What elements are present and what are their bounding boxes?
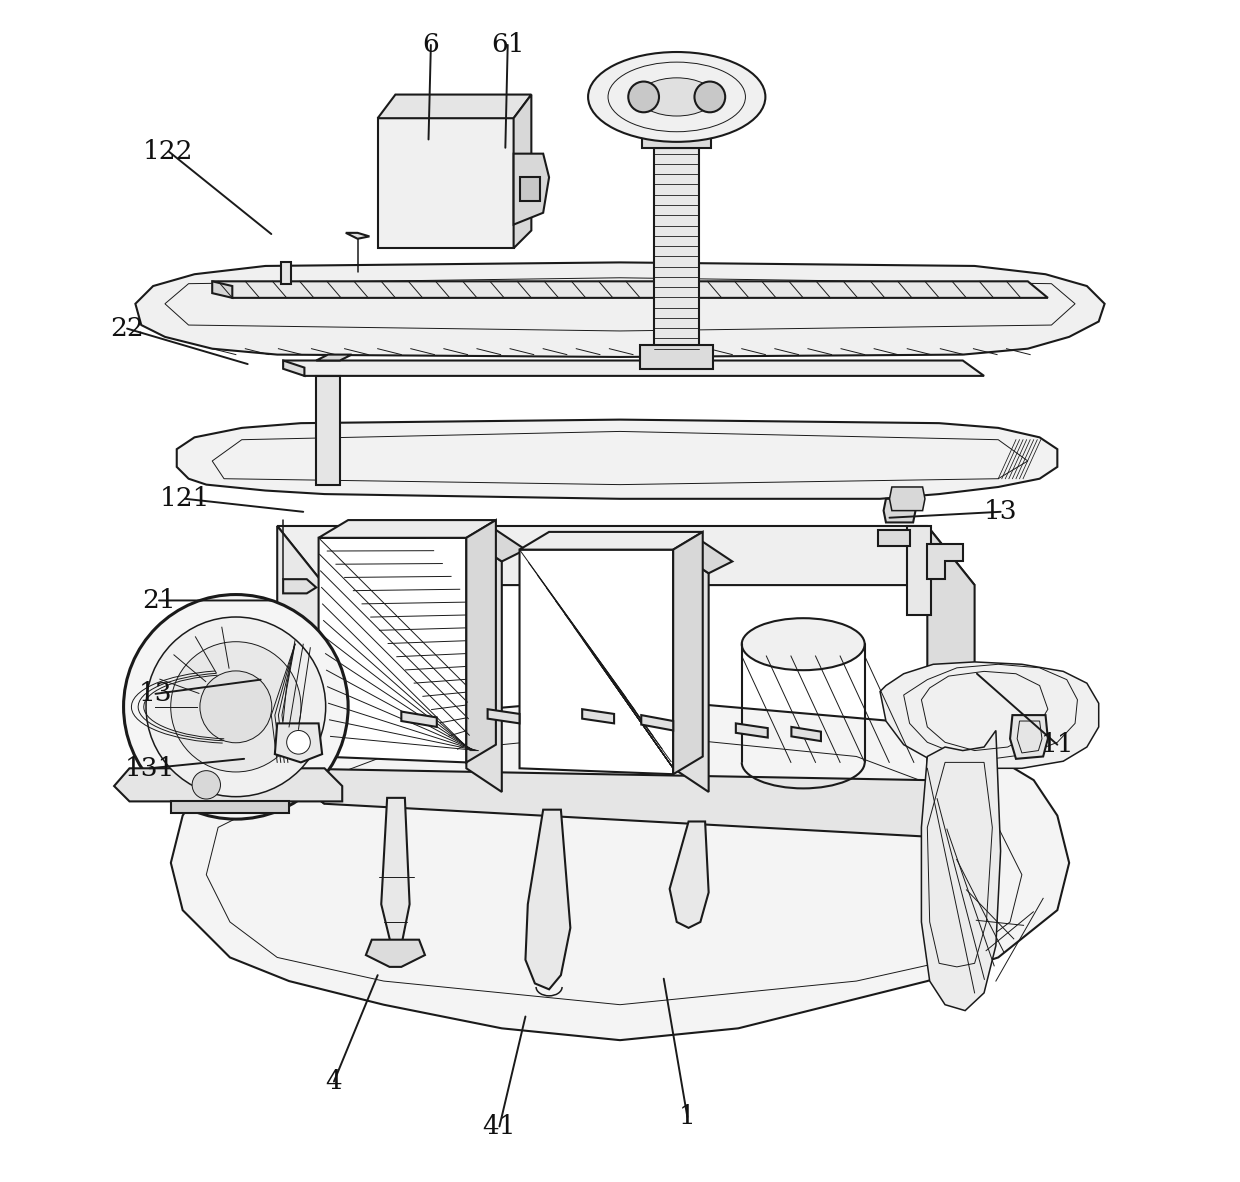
Text: 1: 1 — [680, 1104, 696, 1130]
Text: 21: 21 — [143, 587, 176, 613]
Polygon shape — [278, 768, 975, 839]
Text: 11: 11 — [1040, 732, 1074, 758]
Polygon shape — [673, 538, 733, 573]
Polygon shape — [673, 532, 703, 774]
Polygon shape — [212, 281, 1048, 298]
Circle shape — [124, 595, 348, 819]
Polygon shape — [366, 940, 425, 967]
Polygon shape — [641, 715, 673, 730]
Polygon shape — [283, 361, 985, 376]
Text: 4: 4 — [326, 1069, 342, 1095]
Polygon shape — [908, 526, 931, 615]
Circle shape — [192, 771, 221, 799]
Polygon shape — [212, 281, 232, 298]
Polygon shape — [582, 709, 614, 723]
Polygon shape — [466, 526, 526, 561]
Ellipse shape — [742, 618, 864, 670]
Polygon shape — [520, 550, 673, 774]
Polygon shape — [526, 810, 570, 989]
Polygon shape — [642, 130, 711, 148]
Text: 41: 41 — [482, 1113, 516, 1139]
Polygon shape — [275, 723, 322, 762]
Polygon shape — [878, 530, 910, 546]
Polygon shape — [880, 662, 1099, 768]
Polygon shape — [884, 499, 915, 522]
Polygon shape — [889, 487, 925, 511]
Polygon shape — [177, 420, 1058, 499]
Polygon shape — [735, 723, 768, 738]
Polygon shape — [791, 727, 821, 741]
Polygon shape — [520, 177, 539, 201]
Polygon shape — [280, 262, 291, 284]
Circle shape — [694, 82, 725, 112]
Circle shape — [200, 671, 272, 742]
Text: 122: 122 — [144, 138, 193, 164]
Polygon shape — [114, 768, 342, 801]
Polygon shape — [378, 118, 513, 248]
Polygon shape — [513, 154, 549, 225]
Text: 121: 121 — [160, 486, 211, 512]
Polygon shape — [319, 520, 496, 538]
Circle shape — [146, 617, 326, 797]
Polygon shape — [316, 376, 340, 485]
Polygon shape — [346, 233, 370, 239]
Polygon shape — [921, 730, 1001, 1011]
Polygon shape — [378, 95, 532, 118]
Text: 131: 131 — [124, 755, 175, 781]
Polygon shape — [655, 148, 699, 355]
Circle shape — [286, 730, 310, 754]
Polygon shape — [466, 538, 502, 792]
Polygon shape — [171, 801, 289, 813]
Polygon shape — [513, 95, 532, 248]
Text: 22: 22 — [110, 316, 144, 342]
Text: 13: 13 — [139, 681, 172, 707]
Polygon shape — [171, 697, 1069, 1040]
Polygon shape — [316, 355, 352, 361]
Ellipse shape — [639, 78, 714, 116]
Polygon shape — [129, 664, 342, 771]
Polygon shape — [640, 345, 713, 369]
Polygon shape — [135, 262, 1105, 357]
Circle shape — [629, 82, 658, 112]
Polygon shape — [283, 361, 304, 376]
Text: 61: 61 — [491, 32, 525, 58]
Polygon shape — [673, 550, 708, 792]
Polygon shape — [466, 520, 496, 762]
Text: 13: 13 — [983, 499, 1017, 525]
Ellipse shape — [588, 52, 765, 142]
Polygon shape — [520, 532, 703, 550]
Polygon shape — [319, 538, 466, 762]
Polygon shape — [381, 798, 409, 946]
Polygon shape — [487, 709, 520, 723]
Polygon shape — [928, 526, 975, 839]
Polygon shape — [670, 821, 708, 928]
Polygon shape — [278, 526, 975, 585]
Polygon shape — [928, 544, 962, 579]
Circle shape — [171, 642, 301, 772]
Text: 6: 6 — [423, 32, 439, 58]
Polygon shape — [278, 526, 325, 804]
Polygon shape — [283, 579, 316, 593]
Polygon shape — [1011, 715, 1048, 759]
Polygon shape — [402, 712, 436, 727]
